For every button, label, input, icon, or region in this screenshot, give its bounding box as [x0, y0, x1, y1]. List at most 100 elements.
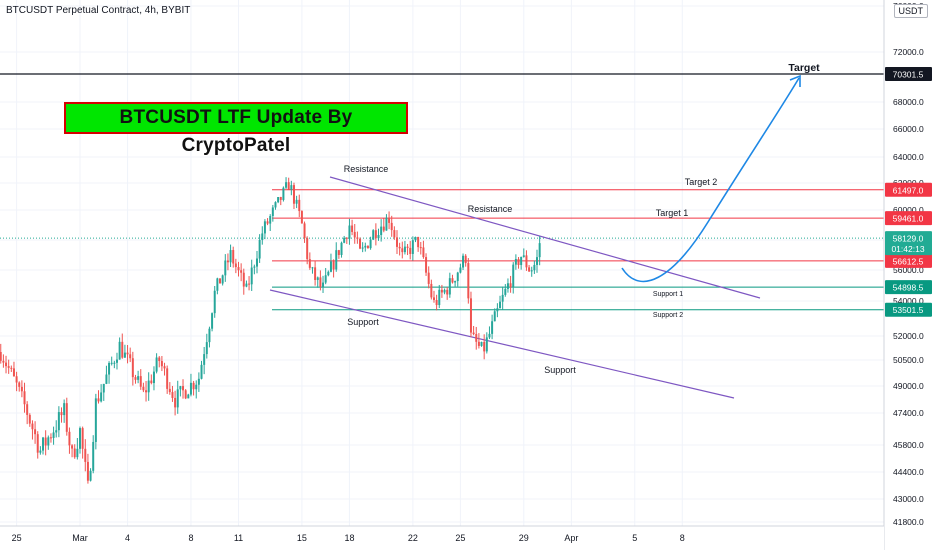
candle-body [42, 437, 45, 451]
candle-body [340, 242, 343, 255]
candle-body [150, 380, 153, 384]
candle-body [68, 431, 71, 446]
candlestick-series [0, 177, 541, 484]
candle-body [123, 352, 126, 358]
candle-body [221, 275, 224, 284]
time-tick-label: 25 [12, 533, 22, 543]
candle-body [287, 182, 290, 190]
candle-body [226, 260, 229, 263]
candle-body [187, 394, 190, 399]
candle-body [168, 388, 171, 393]
candle-body [224, 260, 227, 276]
candle-body [250, 267, 253, 285]
candle-body [528, 267, 531, 272]
candle-body [393, 230, 396, 238]
candle-body [536, 257, 539, 265]
candle-body [182, 386, 185, 391]
candle-body [5, 362, 8, 367]
candle-body [129, 354, 132, 359]
candle-body [425, 257, 428, 273]
candle-body [496, 308, 499, 312]
candle-body [171, 392, 174, 398]
candle-body [462, 255, 465, 268]
level-price-tag [885, 280, 932, 295]
projection-drawings [621, 74, 801, 283]
candle-body [348, 225, 351, 239]
chart-grid [0, 0, 884, 526]
candle-body [456, 272, 459, 282]
candle-body [73, 448, 76, 458]
price-tick-label: 66000.0 [893, 124, 924, 134]
candle-body [176, 389, 179, 408]
bar-countdown-label: 01:42:13 [891, 244, 924, 254]
candle-body [197, 378, 200, 385]
candle-body [366, 245, 369, 249]
candle-body [211, 313, 214, 329]
time-tick-label: 8 [188, 533, 193, 543]
candle-body [327, 271, 330, 276]
candle-body [229, 250, 232, 263]
candle-body [422, 247, 425, 258]
projection-arrowhead [789, 74, 801, 87]
level-price-tag [885, 182, 932, 197]
candle-body [488, 333, 491, 338]
candle-body [472, 332, 475, 335]
candle-body [298, 199, 301, 212]
candle-body [459, 267, 462, 273]
candle-body [118, 341, 121, 360]
candle-body [192, 382, 195, 390]
candle-body [28, 414, 31, 424]
channel-lower-line [269, 289, 735, 399]
candle-body [335, 250, 338, 270]
candle-body [467, 263, 470, 299]
candle-body [359, 238, 362, 249]
channel-lines [269, 176, 761, 399]
time-tick-label: Mar [72, 533, 88, 543]
candle-body [86, 461, 89, 481]
candle-body [60, 412, 63, 416]
candle-body [105, 374, 108, 384]
level-price-label: 70301.5 [893, 70, 924, 80]
candle-body [324, 275, 327, 283]
time-axis-background [0, 526, 884, 550]
candle-body [20, 386, 23, 392]
candle-body [538, 243, 541, 258]
currency-button[interactable]: USDT [893, 4, 928, 18]
candle-body [364, 245, 367, 248]
candle-body [108, 362, 111, 375]
projection-curve [621, 77, 800, 283]
candle-body [253, 266, 256, 268]
candle-body [380, 226, 383, 236]
candle-body [155, 357, 158, 372]
candle-body [499, 301, 502, 309]
candle-body [137, 376, 140, 380]
candle-body [306, 238, 309, 260]
candle-body [213, 290, 216, 314]
time-tick-label: Apr [564, 533, 578, 543]
candle-body [438, 289, 441, 306]
candle-body [248, 283, 251, 285]
candle-body [292, 185, 295, 204]
annotation-label: Support [544, 365, 576, 375]
candle-body [203, 354, 206, 365]
candle-body [184, 390, 187, 399]
chart-header-title: BTCUSDT Perpetual Contract, 4h, BYBIT [6, 5, 191, 16]
price-tick-label: 44400.0 [893, 467, 924, 477]
level-price-tag [885, 302, 932, 317]
candle-body [322, 282, 325, 287]
candle-body [142, 386, 145, 391]
candle-body [369, 239, 372, 249]
candle-body [152, 371, 155, 384]
chart-annotations: Resistance Resistance Support Support Target… [344, 62, 820, 375]
candle-body [245, 283, 248, 287]
level-price-tag [885, 67, 932, 81]
candle-body [504, 288, 507, 295]
candle-body [300, 211, 303, 224]
candle-body [435, 300, 438, 306]
candle-body [219, 278, 222, 284]
candle-body [23, 391, 26, 405]
price-tick-label: 54000.0 [893, 296, 924, 306]
candle-body [372, 230, 375, 240]
candle-body [316, 277, 319, 280]
